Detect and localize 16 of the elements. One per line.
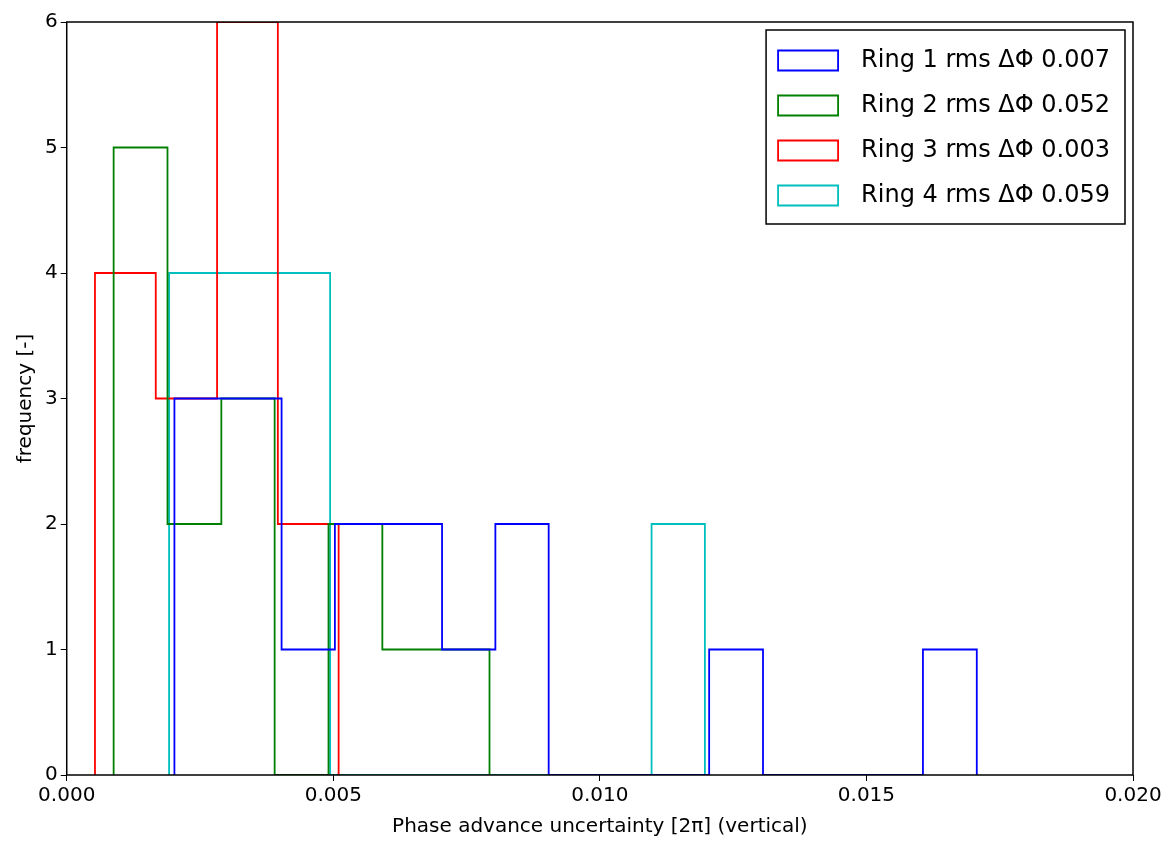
y-tick-label: 3 (44, 384, 58, 409)
x-tick-label: 0.010 (571, 782, 629, 807)
legend-label: Ring 3 rms ΔΦ 0.003 (861, 134, 1110, 163)
y-axis-title: frequency [-] (12, 333, 37, 464)
x-axis-title: Phase advance uncertainty [2π] (vertical) (392, 813, 808, 838)
x-tick-label: 0.015 (837, 782, 896, 807)
y-tick-label: 6 (44, 8, 58, 33)
x-tick-label: 0.005 (304, 782, 362, 807)
legend-label: Ring 4 rms ΔΦ 0.059 (861, 179, 1110, 208)
y-tick-label: 4 (44, 259, 58, 284)
legend-label: Ring 1 rms ΔΦ 0.007 (861, 44, 1110, 73)
y-tick-label: 2 (44, 510, 58, 535)
y-tick-label: 5 (44, 133, 58, 158)
x-tick-label: 0.020 (1104, 782, 1162, 807)
y-tick-label: 1 (44, 635, 58, 660)
legend-label: Ring 2 rms ΔΦ 0.052 (861, 89, 1110, 118)
